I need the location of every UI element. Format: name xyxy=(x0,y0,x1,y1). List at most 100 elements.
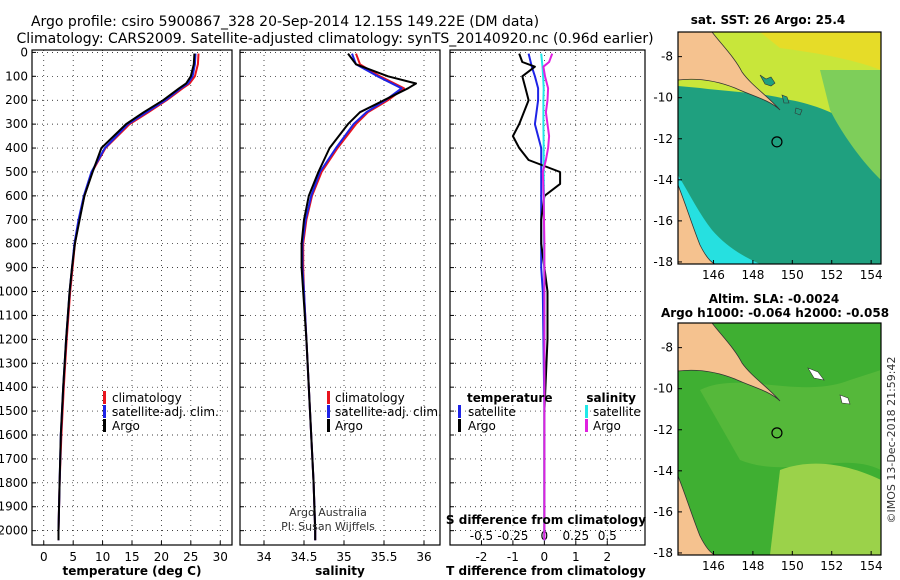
legend-swatch-climatology xyxy=(103,391,106,404)
salinity-grid xyxy=(240,50,440,545)
sst-map: 146 148 150 152 154 -8 -10 -12 -14 -16 -18 xyxy=(653,31,883,282)
depth-tick-label: 1800 xyxy=(0,476,28,490)
temperature-plot-frame xyxy=(31,49,233,546)
annotation-argo-australia: Argo Australia xyxy=(289,506,367,519)
legend-label-argo: Argo xyxy=(335,419,363,433)
legend-label-s-argo: Argo xyxy=(593,419,621,433)
s-diff-tick-label: -0.25 xyxy=(497,529,528,543)
x-tick-label: -1 xyxy=(507,550,519,564)
depth-tick-label: 1200 xyxy=(0,332,28,346)
temperature-series xyxy=(57,53,200,541)
salinity-axis-ticks: 34 34.5 35 35.5 36 xyxy=(256,541,432,564)
legend-label-satellite: satellite-adj. clim. xyxy=(335,405,442,419)
s-difference-axis-label: S difference from climatology xyxy=(446,513,646,527)
annotation-pi: PI: Susan Wijffels xyxy=(281,520,375,533)
sst-warm-east xyxy=(820,70,881,180)
t-difference-axis-label: T difference from climatology xyxy=(446,564,646,578)
legend-swatch-s-argo xyxy=(585,419,588,432)
lat-tick-label: -16 xyxy=(653,505,673,519)
lat-tick-label: -18 xyxy=(653,546,673,560)
s-diff-tick-label: 0.5 xyxy=(598,529,617,543)
depth-tick-label: 800 xyxy=(5,237,28,251)
x-tick-label: 10 xyxy=(95,550,110,564)
lon-tick-label: 148 xyxy=(741,559,764,573)
x-tick-label: 34.5 xyxy=(291,550,318,564)
lon-tick-label: 152 xyxy=(820,559,843,573)
x-tick-label: 15 xyxy=(124,550,139,564)
legend-label-argo: Argo xyxy=(112,419,140,433)
t-difference-axis-ticks: -2 -1 0 1 2 xyxy=(475,541,611,564)
difference-legend: temperature satellite Argo salinity sate… xyxy=(458,391,641,433)
series-line-t-satellite xyxy=(527,53,546,541)
lat-tick-label: -10 xyxy=(653,91,673,105)
lat-tick-label: -8 xyxy=(661,50,673,64)
legend-title-salinity: salinity xyxy=(586,391,636,405)
legend-swatch-satellite xyxy=(327,405,330,418)
depth-tick-label: 1400 xyxy=(0,380,28,394)
x-tick-label: 2 xyxy=(603,550,611,564)
sla-land-new-guinea xyxy=(678,323,781,402)
lat-tick-label: -8 xyxy=(661,341,673,355)
sst-islands xyxy=(759,74,803,116)
sst-hot-zone xyxy=(760,32,881,70)
series-line-argo xyxy=(300,53,417,541)
lon-tick-label: 150 xyxy=(781,559,804,573)
lat-tick-label: -12 xyxy=(653,132,673,146)
x-tick-label: 5 xyxy=(69,550,77,564)
series-line-s-argo xyxy=(541,53,554,541)
x-tick-label: 30 xyxy=(213,550,228,564)
temperature-axis-ticks: 0 5 10 15 20 25 30 xyxy=(40,541,228,564)
difference-series xyxy=(511,53,562,541)
x-tick-label: 25 xyxy=(183,550,198,564)
s-diff-tick-label: -0.5 xyxy=(470,529,493,543)
depth-tick-label: 1700 xyxy=(0,452,28,466)
lat-tick-label: -16 xyxy=(653,214,673,228)
depth-tick-label: 200 xyxy=(5,93,28,107)
lat-tick-label: -12 xyxy=(653,423,673,437)
legend-label-t-satellite: satellite xyxy=(468,405,516,419)
sst-map-title: sat. SST: 26 Argo: 25.4 xyxy=(691,13,845,27)
depth-tick-label: 1300 xyxy=(0,356,28,370)
depth-tick-label: 0 xyxy=(20,45,28,59)
depth-tick-label: 400 xyxy=(5,141,28,155)
sla-map-ticks: 146 148 150 152 154 -8 -10 -12 -14 -16 -18 xyxy=(653,341,882,573)
figure-title-line1: Argo profile: csiro 5900867_328 20-Sep-2… xyxy=(31,14,539,30)
depth-tick-label: 1900 xyxy=(0,500,28,514)
lon-tick-label: 150 xyxy=(781,268,804,282)
depth-tick-label: 1500 xyxy=(0,404,28,418)
lon-tick-label: 146 xyxy=(702,559,725,573)
x-tick-label: 35.5 xyxy=(371,550,398,564)
depth-tick-label: 1100 xyxy=(0,308,28,322)
lon-tick-label: 148 xyxy=(741,268,764,282)
sla-mid-zone xyxy=(700,370,881,470)
depth-tick-label: 2000 xyxy=(0,524,28,538)
legend-swatch-t-argo xyxy=(458,419,461,432)
lon-tick-label: 154 xyxy=(860,559,883,573)
lat-tick-label: -14 xyxy=(653,173,673,187)
legend-label-climatology: climatology xyxy=(112,391,182,405)
x-tick-label: 35 xyxy=(336,550,351,564)
sst-land-new-guinea xyxy=(678,32,781,111)
sla-high-zone xyxy=(770,463,881,555)
depth-tick-label: 1600 xyxy=(0,428,28,442)
x-tick-label: 1 xyxy=(572,550,580,564)
temperature-axis-label: temperature (deg C) xyxy=(63,564,202,578)
sla-map-frame xyxy=(677,322,882,556)
series-line-argo xyxy=(57,53,196,541)
salinity-legend: climatology satellite-adj. clim. Argo xyxy=(327,391,442,433)
figure-title-line2: Climatology: CARS2009. Satellite-adjuste… xyxy=(16,31,653,47)
x-tick-label: 0 xyxy=(541,550,549,564)
x-tick-label: 36 xyxy=(416,550,431,564)
difference-panel: -2 -1 0 1 2 -0.5 -0.25 0 0.25 0.5 S difference f… xyxy=(446,49,646,578)
lat-tick-label: -18 xyxy=(653,255,673,269)
difference-grid xyxy=(450,50,645,545)
legend-title-temperature: temperature xyxy=(467,391,552,405)
salinity-panel: 34 34.5 35 35.5 36 salinity climatology sate… xyxy=(239,49,442,578)
temperature-legend: climatology satellite-adj. clim. Argo xyxy=(103,391,219,433)
depth-tick-label: 1000 xyxy=(0,285,28,299)
salinity-series xyxy=(300,53,417,541)
salinity-axis-label: salinity xyxy=(315,564,365,578)
legend-swatch-argo xyxy=(103,419,106,432)
sst-map-frame xyxy=(677,31,882,265)
